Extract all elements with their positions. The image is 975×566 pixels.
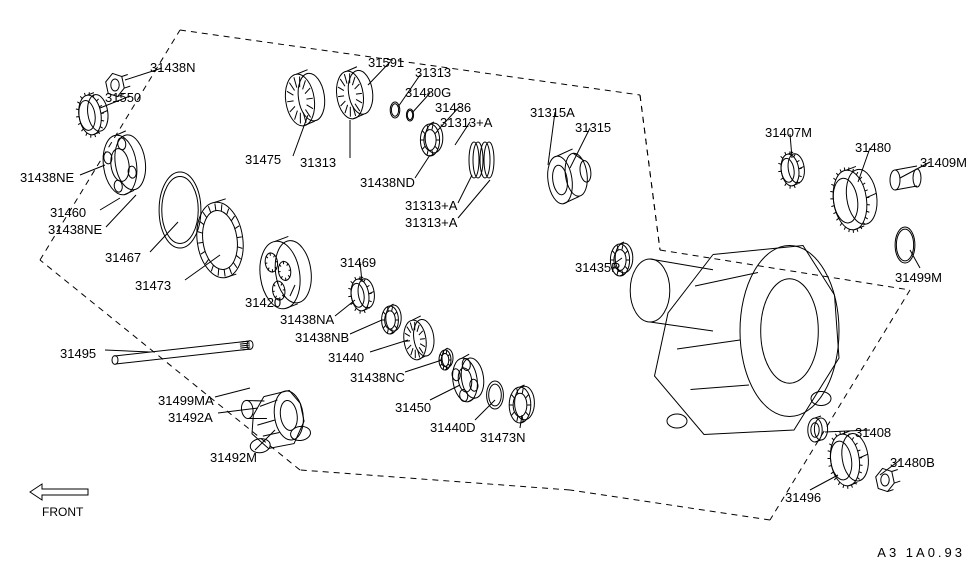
part-label-31480G: 31480G bbox=[405, 85, 451, 100]
drawing-ref-number: A3 1A0.93 bbox=[877, 545, 965, 560]
part-label-31438ND: 31438ND bbox=[360, 175, 415, 190]
part-label-31313+A: 31313+A bbox=[405, 198, 457, 213]
part-label-31438N: 31438N bbox=[150, 60, 196, 75]
part-label-31435R: 31435R bbox=[575, 260, 621, 275]
part-label-31492M: 31492M bbox=[210, 450, 257, 465]
part-label-31420: 31420 bbox=[245, 295, 281, 310]
part-label-31438NE: 31438NE bbox=[20, 170, 74, 185]
part-label-31408: 31408 bbox=[855, 425, 891, 440]
part-label-31450: 31450 bbox=[395, 400, 431, 415]
part-label-31438NE: 31438NE bbox=[48, 222, 102, 237]
part-label-31438NB: 31438NB bbox=[295, 330, 349, 345]
part-label-31313: 31313 bbox=[300, 155, 336, 170]
part-label-31409M: 31409M bbox=[920, 155, 967, 170]
part-label-31473N: 31473N bbox=[480, 430, 526, 445]
part-label-31499M: 31499M bbox=[895, 270, 942, 285]
part-label-31436: 31436 bbox=[435, 100, 471, 115]
front-label: FRONT bbox=[42, 505, 83, 519]
part-label-31499MA: 31499MA bbox=[158, 393, 214, 408]
part-label-31480B: 31480B bbox=[890, 455, 935, 470]
part-label-31473: 31473 bbox=[135, 278, 171, 293]
part-label-31407M: 31407M bbox=[765, 125, 812, 140]
part-label-31496: 31496 bbox=[785, 490, 821, 505]
part-label-31469: 31469 bbox=[340, 255, 376, 270]
part-label-31438NA: 31438NA bbox=[280, 312, 334, 327]
part-label-31495: 31495 bbox=[60, 346, 96, 361]
part-label-31438NC: 31438NC bbox=[350, 370, 405, 385]
part-label-31591: 31591 bbox=[368, 55, 404, 70]
part-label-31480: 31480 bbox=[855, 140, 891, 155]
part-label-31313: 31313 bbox=[415, 65, 451, 80]
part-label-31313+A: 31313+A bbox=[405, 215, 457, 230]
part-label-31315A: 31315A bbox=[530, 105, 575, 120]
part-label-31475: 31475 bbox=[245, 152, 281, 167]
part-label-31315: 31315 bbox=[575, 120, 611, 135]
part-label-31440: 31440 bbox=[328, 350, 364, 365]
part-label-31440D: 31440D bbox=[430, 420, 476, 435]
part-label-31313+A: 31313+A bbox=[440, 115, 492, 130]
part-label-31467: 31467 bbox=[105, 250, 141, 265]
part-label-31460: 31460 bbox=[50, 205, 86, 220]
part-label-31550: 31550 bbox=[105, 90, 141, 105]
part-label-31492A: 31492A bbox=[168, 410, 213, 425]
